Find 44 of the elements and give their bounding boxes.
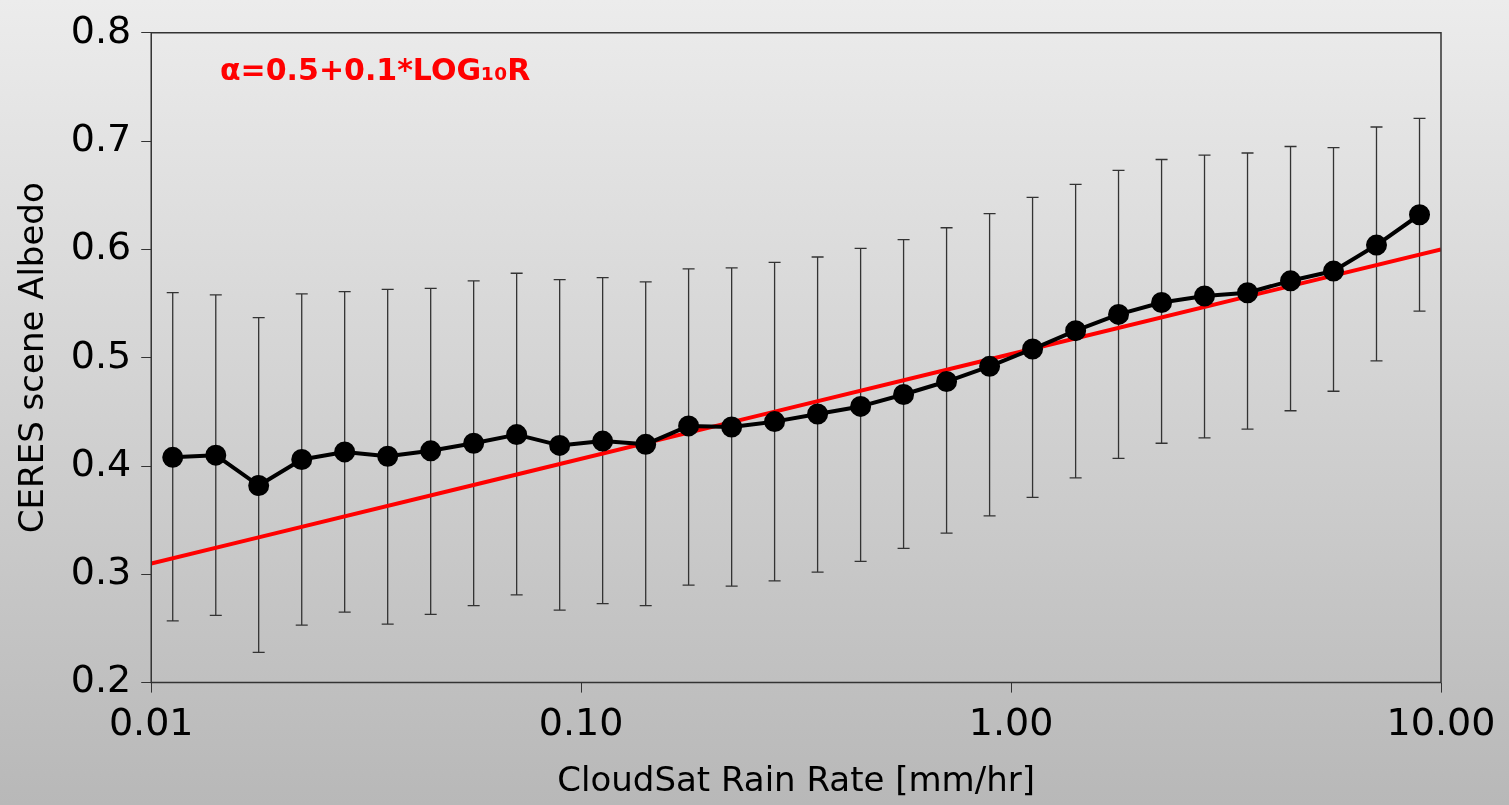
point [1323, 260, 1345, 282]
point [549, 434, 571, 456]
annotation: α=0.5+0.1*LOG₁₀R [220, 52, 531, 87]
y-tick-label: 0.7 [70, 115, 132, 160]
y-tick-label: 0.8 [70, 7, 132, 52]
point [1151, 291, 1173, 313]
y-tick-label: 0.5 [70, 332, 132, 377]
point [1065, 320, 1087, 342]
point [463, 432, 485, 454]
point [162, 446, 184, 468]
x-tick-label: 0.01 [108, 700, 194, 745]
point [893, 384, 915, 406]
point [377, 445, 399, 467]
point [807, 403, 829, 425]
point [592, 430, 614, 452]
point [1194, 285, 1216, 307]
point [1409, 204, 1431, 226]
point [678, 415, 700, 437]
point [506, 424, 528, 446]
point [721, 416, 743, 438]
x-tick-label: 10.00 [1386, 700, 1496, 745]
point [979, 355, 1001, 377]
point [1280, 270, 1302, 292]
y-axis-title: CERES scene Albedo [11, 182, 52, 534]
y-tick-label: 0.4 [70, 440, 132, 485]
point [1022, 338, 1044, 360]
point [420, 440, 442, 462]
point [248, 474, 270, 496]
point [205, 444, 227, 466]
point [936, 371, 958, 393]
point [334, 441, 356, 463]
point [764, 411, 786, 433]
x-tick-label: 0.10 [538, 700, 624, 745]
y-tick-label: 0.6 [70, 224, 132, 269]
y-tick-label: 0.3 [70, 549, 132, 594]
point [1366, 234, 1387, 256]
point [291, 449, 313, 470]
point [1237, 282, 1259, 304]
point [1108, 303, 1130, 325]
point [850, 395, 872, 417]
y-tick-label: 0.2 [70, 657, 132, 702]
x-axis-title: CloudSat Rain Rate [mm/hr] [557, 759, 1035, 800]
point [635, 433, 657, 455]
x-tick-label: 1.00 [968, 700, 1054, 745]
